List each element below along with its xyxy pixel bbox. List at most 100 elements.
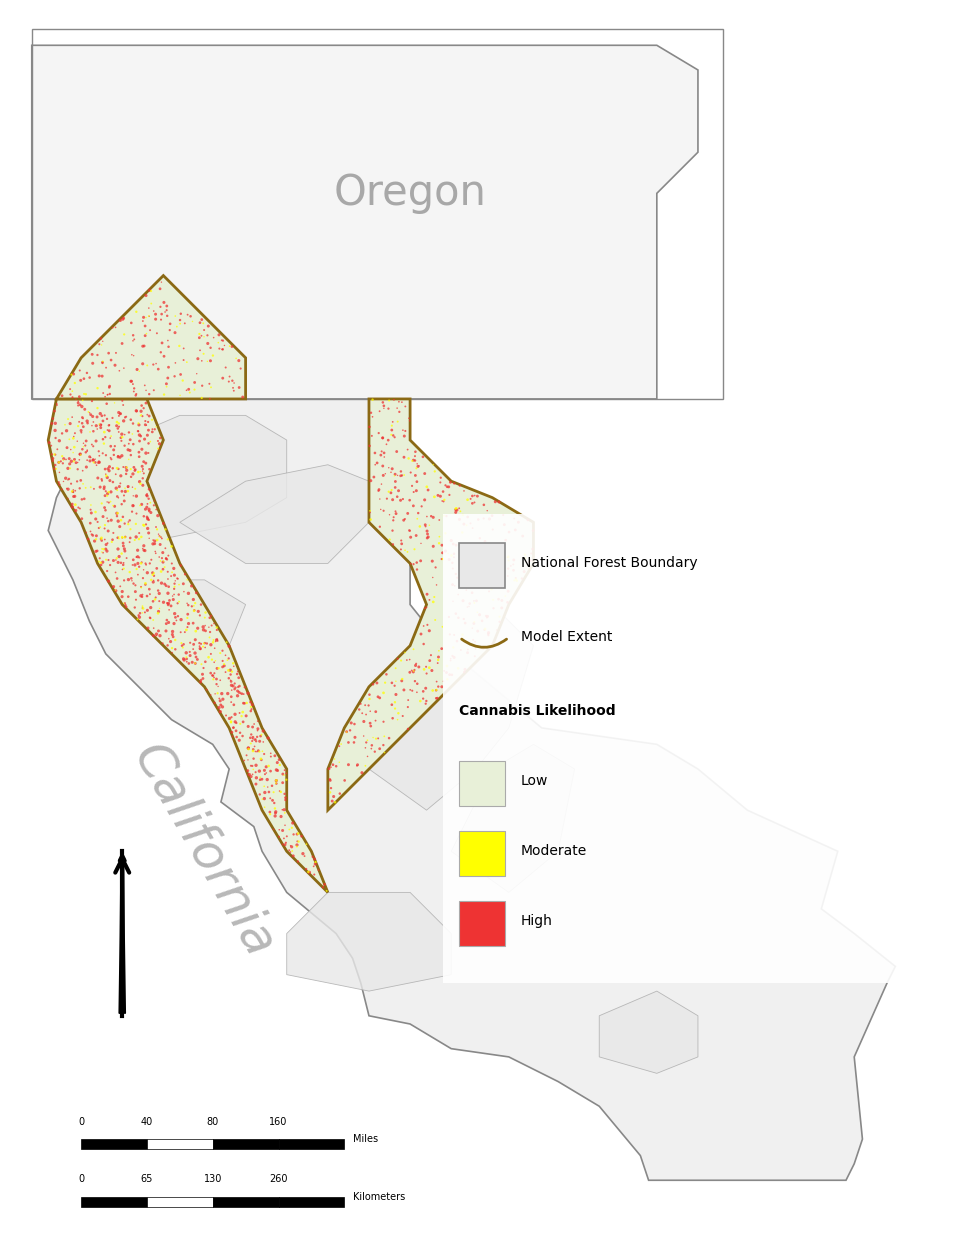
Point (283, 836, 299, 856)
Polygon shape (369, 605, 534, 810)
Point (83, 422, 98, 442)
Point (108, 478, 124, 498)
Point (124, 569, 139, 589)
Point (117, 436, 132, 456)
Point (164, 537, 180, 556)
Point (158, 614, 174, 633)
Point (463, 513, 478, 533)
Point (394, 539, 409, 559)
Point (141, 501, 156, 520)
Point (135, 310, 151, 330)
Point (249, 732, 264, 751)
Point (135, 337, 151, 356)
Point (467, 594, 482, 614)
Point (141, 306, 156, 325)
Text: Kilometers: Kilometers (352, 1192, 405, 1202)
Point (429, 672, 444, 692)
Point (164, 554, 180, 574)
Point (211, 658, 227, 678)
Point (411, 657, 426, 677)
Point (453, 502, 468, 522)
Point (448, 503, 464, 523)
Point (106, 523, 121, 543)
Point (508, 569, 523, 589)
Point (185, 614, 201, 633)
Point (140, 412, 156, 432)
Point (146, 610, 161, 630)
Point (77, 489, 92, 509)
Point (149, 354, 164, 374)
Point (192, 340, 207, 360)
Point (130, 359, 145, 379)
Point (450, 607, 466, 627)
Point (131, 462, 146, 482)
Point (152, 527, 167, 546)
Polygon shape (451, 744, 575, 893)
Point (272, 781, 287, 801)
Point (156, 347, 172, 366)
Point (88, 416, 104, 436)
Point (393, 466, 408, 486)
Point (433, 487, 448, 507)
Point (229, 686, 245, 705)
Point (467, 614, 482, 633)
Point (235, 702, 251, 722)
Point (134, 602, 150, 622)
Point (397, 396, 413, 416)
Point (256, 789, 272, 809)
Point (391, 703, 406, 723)
Point (111, 529, 127, 549)
Point (132, 604, 148, 623)
Point (248, 741, 263, 761)
Point (133, 578, 149, 597)
Point (363, 702, 378, 722)
Text: 40: 40 (141, 1117, 153, 1126)
Point (144, 570, 159, 590)
Point (406, 661, 421, 681)
Point (434, 677, 449, 697)
Point (176, 350, 191, 370)
Point (95, 543, 110, 563)
Point (291, 832, 306, 852)
Point (474, 611, 490, 631)
Point (189, 364, 204, 384)
Point (87, 452, 103, 472)
Point (115, 395, 131, 415)
Point (523, 544, 539, 564)
Point (254, 741, 270, 761)
Point (175, 636, 190, 656)
Point (225, 371, 240, 391)
Point (126, 325, 141, 345)
Point (408, 466, 423, 486)
Point (108, 563, 123, 582)
Point (331, 737, 347, 756)
Point (141, 298, 156, 318)
Point (75, 440, 90, 460)
Point (326, 749, 342, 769)
Point (372, 479, 387, 499)
Point (438, 542, 453, 561)
Point (324, 779, 339, 799)
Point (228, 713, 244, 733)
Point (424, 661, 440, 681)
Point (209, 658, 225, 678)
Point (150, 519, 165, 539)
Point (109, 507, 125, 527)
Point (215, 651, 230, 671)
Point (160, 529, 176, 549)
Point (117, 514, 132, 534)
Point (136, 515, 152, 535)
Point (224, 681, 239, 700)
Point (446, 647, 462, 667)
Point (229, 727, 245, 746)
Point (130, 546, 145, 566)
Point (198, 637, 213, 657)
Point (102, 421, 117, 441)
Point (430, 650, 445, 669)
Point (134, 456, 150, 476)
Point (471, 570, 487, 590)
Point (497, 586, 513, 606)
Point (64, 494, 80, 514)
Point (243, 692, 258, 712)
Point (144, 410, 159, 430)
